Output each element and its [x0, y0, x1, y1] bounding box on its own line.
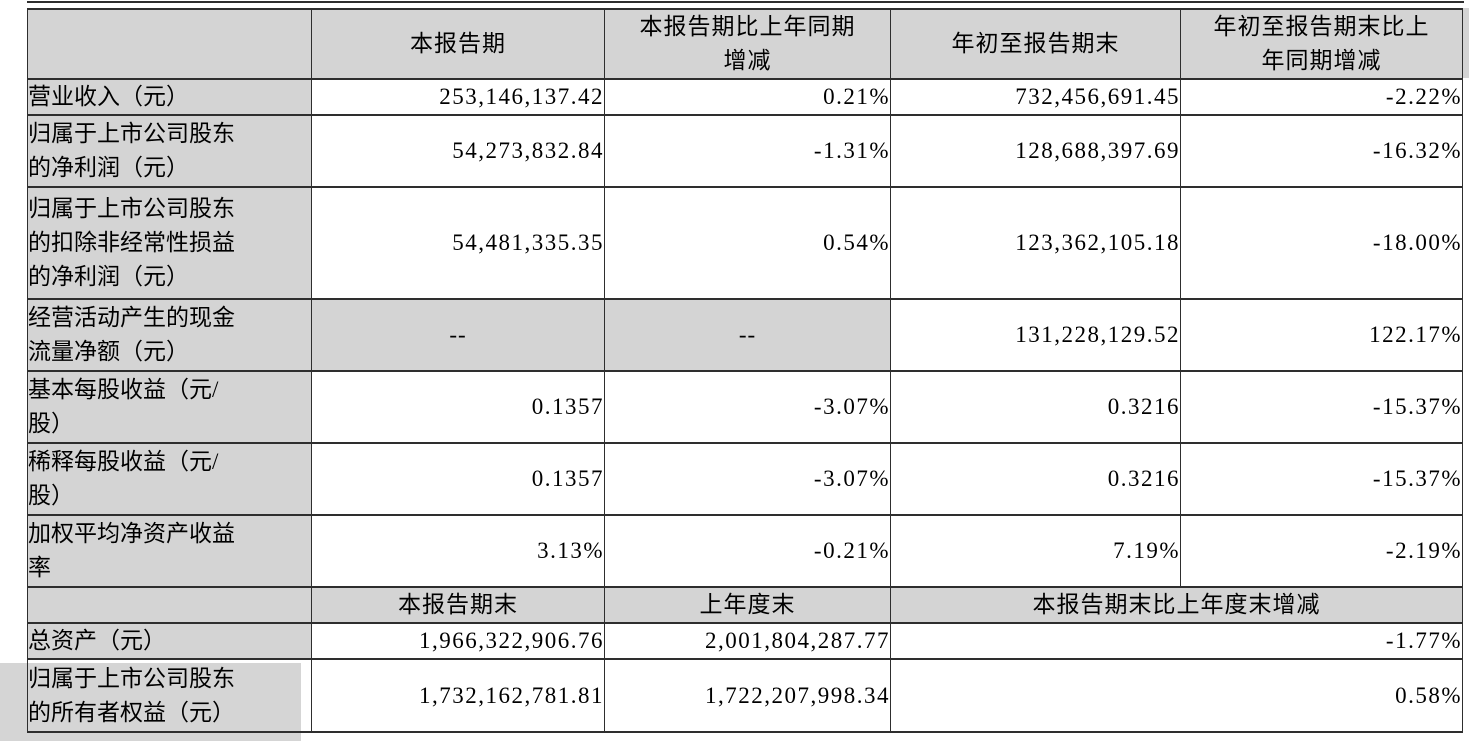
row-label: 加权平均净资产收益 率 — [27, 514, 312, 588]
table-cell: 128,688,397.69 — [890, 114, 1181, 188]
table-row-total-assets: 总资产（元） 1,966,322,906.76 2,001,804,287.77… — [27, 622, 1463, 660]
table-cell: 0.1357 — [311, 370, 605, 444]
table-cell: 0.54% — [604, 186, 891, 300]
subheader-change-vs-last-year-end: 本报告期末比上年度末增减 — [890, 586, 1463, 624]
table-row-net-profit: 归属于上市公司股东 的净利润（元） 54,273,832.84 -1.31% 1… — [27, 114, 1463, 188]
table-cell: 122.17% — [1180, 298, 1463, 372]
table-cell: -16.32% — [1180, 114, 1463, 188]
table-cell: 253,146,137.42 — [311, 78, 605, 116]
table-cell: 1,732,162,781.81 — [311, 658, 605, 733]
subheader-end-of-period: 本报告期末 — [311, 586, 605, 624]
table-row-operating-cash-flow: 经营活动产生的现金 流量净额（元） -- -- 131,228,129.52 1… — [27, 298, 1463, 372]
row-label: 基本每股收益（元/ 股） — [27, 370, 312, 444]
header-current-period-yoy-change: 本报告期比上年同期 增减 — [604, 8, 891, 80]
table-cell: 0.3216 — [890, 370, 1181, 444]
table-row-owners-equity: 归属于上市公司股东 的所有者权益（元） 1,732,162,781.81 1,7… — [27, 658, 1463, 733]
subheader-end-of-last-year: 上年度末 — [604, 586, 891, 624]
table-row-net-profit-excl-nonrecurring: 归属于上市公司股东 的扣除非经常性损益 的净利润（元） 54,481,335.3… — [27, 186, 1463, 300]
table-cell-na: -- — [604, 298, 891, 372]
header-current-period: 本报告期 — [311, 8, 605, 80]
row-label: 归属于上市公司股东 的所有者权益（元） — [27, 658, 312, 733]
header-corner-cell — [27, 8, 312, 80]
table-cell: 54,273,832.84 — [311, 114, 605, 188]
table-cell: -3.07% — [604, 370, 891, 444]
header-ytd-yoy-change: 年初至报告期末比上 年同期增减 — [1180, 8, 1463, 80]
table-cell: -1.77% — [890, 622, 1463, 660]
financial-summary-table-wrap: 本报告期 本报告期比上年同期 增减 年初至报告期末 年初至报告期末比上 年同期增… — [27, 8, 1463, 733]
table-cell: -2.19% — [1180, 514, 1463, 588]
row-label: 营业收入（元） — [27, 78, 312, 116]
table-cell-na: -- — [311, 298, 605, 372]
row-label: 稀释每股收益（元/ 股） — [27, 442, 312, 516]
table-row-revenue: 营业收入（元） 253,146,137.42 0.21% 732,456,691… — [27, 78, 1463, 116]
table-cell: 0.58% — [890, 658, 1463, 733]
table-row-weighted-roe: 加权平均净资产收益 率 3.13% -0.21% 7.19% -2.19% — [27, 514, 1463, 588]
row-label: 总资产（元） — [27, 622, 312, 660]
table-cell: 2,001,804,287.77 — [604, 622, 891, 660]
table-cell: -15.37% — [1180, 370, 1463, 444]
table-cell: -3.07% — [604, 442, 891, 516]
top-rule-divider — [27, 1, 1464, 3]
table-header-row: 本报告期 本报告期比上年同期 增减 年初至报告期末 年初至报告期末比上 年同期增… — [27, 8, 1463, 80]
table-cell: 1,966,322,906.76 — [311, 622, 605, 660]
table-row-diluted-eps: 稀释每股收益（元/ 股） 0.1357 -3.07% 0.3216 -15.37… — [27, 442, 1463, 516]
table-cell: 54,481,335.35 — [311, 186, 605, 300]
table-cell: 732,456,691.45 — [890, 78, 1181, 116]
table-cell: -18.00% — [1180, 186, 1463, 300]
row-label: 归属于上市公司股东 的扣除非经常性损益 的净利润（元） — [27, 186, 312, 300]
row-label: 经营活动产生的现金 流量净额（元） — [27, 298, 312, 372]
header-ytd: 年初至报告期末 — [890, 8, 1181, 80]
table-subheader-row: 本报告期末 上年度末 本报告期末比上年度末增减 — [27, 586, 1463, 624]
table-cell: -1.31% — [604, 114, 891, 188]
table-cell: 3.13% — [311, 514, 605, 588]
table-cell: 1,722,207,998.34 — [604, 658, 891, 733]
table-cell: -0.21% — [604, 514, 891, 588]
table-cell: 0.3216 — [890, 442, 1181, 516]
table-cell: -2.22% — [1180, 78, 1463, 116]
header-gray-bleed — [1462, 8, 1469, 78]
table-cell: -15.37% — [1180, 442, 1463, 516]
table-row-basic-eps: 基本每股收益（元/ 股） 0.1357 -3.07% 0.3216 -15.37… — [27, 370, 1463, 444]
table-cell: 7.19% — [890, 514, 1181, 588]
subheader-corner-cell — [27, 586, 312, 624]
table-cell: 131,228,129.52 — [890, 298, 1181, 372]
table-cell: 0.1357 — [311, 442, 605, 516]
table-cell: 123,362,105.18 — [890, 186, 1181, 300]
row-label: 归属于上市公司股东 的净利润（元） — [27, 114, 312, 188]
table-cell: 0.21% — [604, 78, 891, 116]
financial-summary-table: 本报告期 本报告期比上年同期 增减 年初至报告期末 年初至报告期末比上 年同期增… — [27, 8, 1463, 733]
